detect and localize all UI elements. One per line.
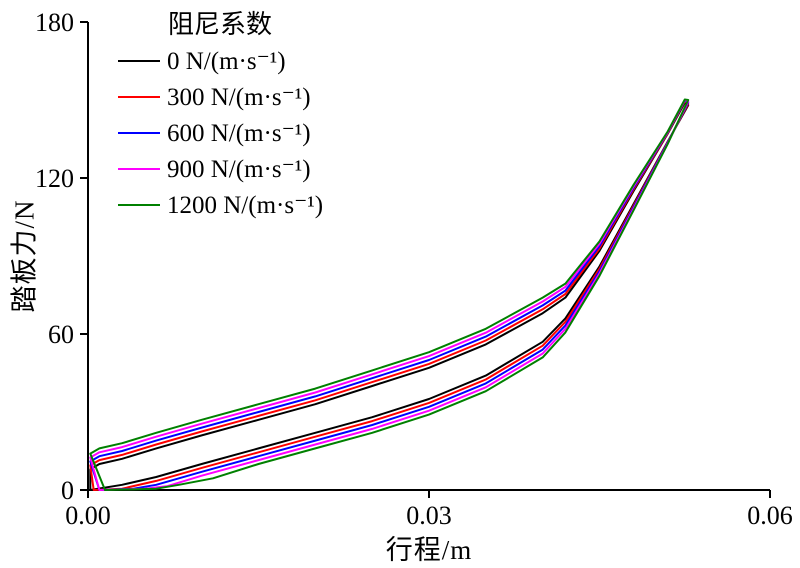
legend: 阻尼系数 0 N/(m·s⁻¹) 300 N/(m·s⁻¹) 600 N/(m·s⁻… bbox=[118, 4, 323, 223]
y-tick-label: 0 bbox=[61, 476, 74, 505]
x-tick-label: 0.06 bbox=[747, 501, 793, 530]
legend-line-sample-2 bbox=[118, 132, 160, 134]
legend-title: 阻尼系数 bbox=[168, 10, 273, 39]
legend-item: 1200 N/(m·s⁻¹) bbox=[118, 187, 323, 223]
legend-item: 300 N/(m·s⁻¹) bbox=[118, 79, 323, 115]
legend-line-sample-0 bbox=[118, 60, 160, 62]
legend-line-sample-4 bbox=[118, 204, 160, 206]
series-line-4 bbox=[89, 98, 690, 491]
legend-item-label: 900 N/(m·s⁻¹) bbox=[167, 156, 311, 183]
y-axis-title: 踏板力/N bbox=[9, 199, 40, 313]
legend-item-label: 300 N/(m·s⁻¹) bbox=[167, 84, 311, 111]
legend-item: 600 N/(m·s⁻¹) bbox=[118, 115, 323, 151]
legend-item-label: 1200 N/(m·s⁻¹) bbox=[167, 192, 324, 219]
x-axis-title: 行程/m bbox=[385, 535, 473, 565]
y-tick-label: 180 bbox=[35, 8, 74, 37]
x-tick-label: 0.00 bbox=[65, 501, 111, 530]
legend-item-label: 0 N/(m·s⁻¹) bbox=[167, 48, 286, 75]
y-tick-label: 60 bbox=[48, 320, 74, 349]
legend-line-sample-1 bbox=[118, 96, 160, 98]
x-tick-label: 0.03 bbox=[406, 501, 452, 530]
legend-line-sample-3 bbox=[118, 168, 160, 170]
legend-item-label: 600 N/(m·s⁻¹) bbox=[167, 120, 311, 147]
legend-item: 0 N/(m·s⁻¹) bbox=[118, 43, 323, 79]
y-tick-label: 120 bbox=[35, 164, 74, 193]
legend-item: 900 N/(m·s⁻¹) bbox=[118, 151, 323, 187]
